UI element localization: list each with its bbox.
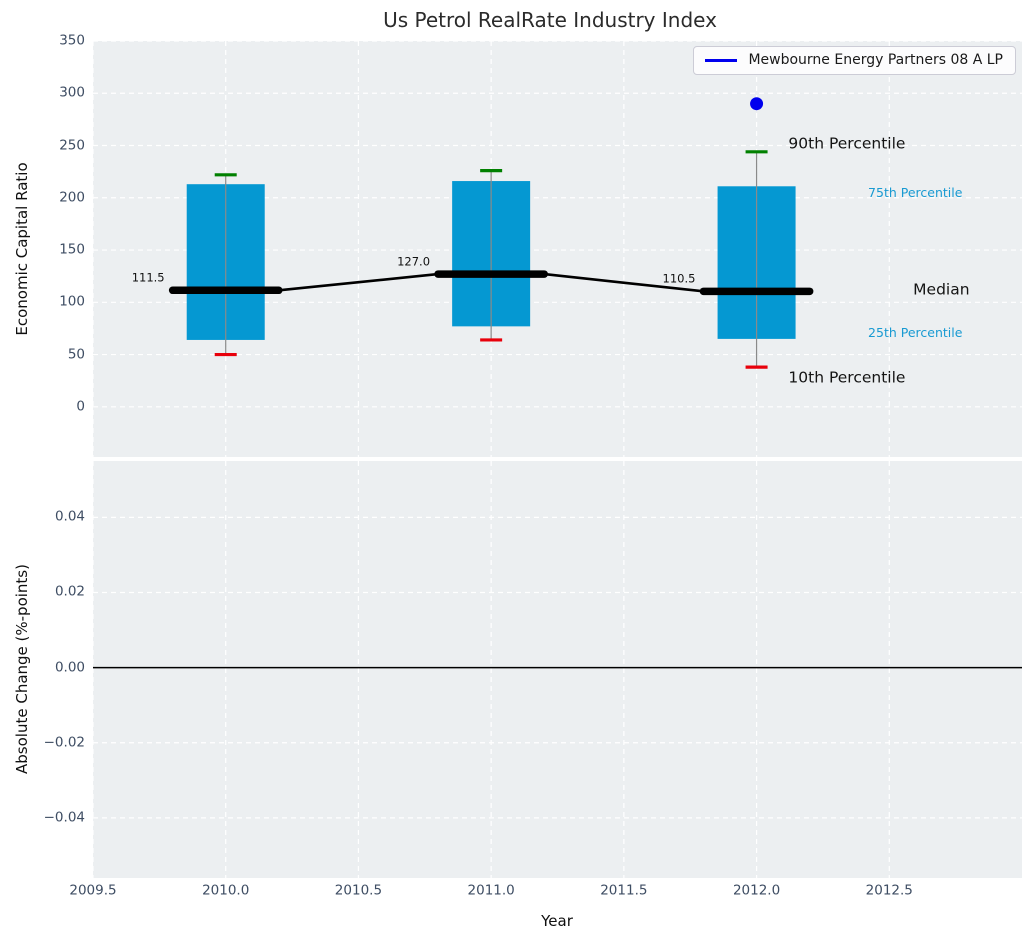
median-value-label: 110.5 — [662, 271, 696, 286]
median-connector — [544, 272, 704, 293]
y-tick-label: 0.04 — [54, 508, 85, 525]
y-tick-label: 300 — [59, 84, 85, 101]
annotation: 90th Percentile — [788, 134, 906, 153]
y-axis-label-bottom: Absolute Change (%-points) — [13, 564, 31, 774]
median-value-label: 111.5 — [131, 270, 165, 285]
x-tick-label: 2011.5 — [600, 882, 648, 899]
annotation: 25th Percentile — [868, 324, 963, 340]
x-tick-label: 2012.0 — [732, 882, 781, 899]
legend-label: Mewbourne Energy Partners 08 A LP — [748, 52, 1003, 68]
y-tick-label: 0.00 — [54, 658, 85, 675]
y-tick-label: 50 — [67, 345, 85, 362]
x-tick-label: 2011.0 — [467, 882, 515, 899]
annotation: Median — [913, 280, 970, 298]
x-tick-label: 2009.5 — [69, 882, 117, 899]
annotation: 75th Percentile — [868, 184, 963, 200]
x-tick-label: 2012.5 — [865, 882, 913, 899]
y-tick-label: 200 — [59, 189, 85, 206]
y-axis-label-top: Economic Capital Ratio — [13, 162, 31, 336]
y-tick-label: 100 — [59, 293, 85, 310]
y-tick-label: 150 — [59, 241, 85, 258]
chart-title: Us Petrol RealRate Industry Index — [383, 8, 717, 32]
x-axis-label: Year — [541, 912, 573, 930]
y-tick-label: 350 — [59, 32, 85, 49]
median-value-label: 127.0 — [397, 254, 431, 269]
y-tick-label: −0.04 — [43, 809, 85, 826]
company-point — [750, 97, 764, 111]
plot-area-bottom — [93, 461, 1022, 878]
legend: Mewbourne Energy Partners 08 A LP — [693, 46, 1016, 75]
x-tick-label: 2010.5 — [334, 882, 383, 899]
y-tick-label: −0.02 — [43, 734, 85, 750]
y-tick-label: 0 — [76, 398, 85, 415]
x-tick-label: 2010.0 — [202, 882, 250, 899]
median-connector — [278, 272, 439, 292]
y-tick-label: 0.02 — [54, 583, 85, 600]
annotation: 10th Percentile — [788, 367, 906, 386]
y-tick-label: 250 — [59, 136, 85, 153]
legend-line-icon — [705, 58, 738, 62]
